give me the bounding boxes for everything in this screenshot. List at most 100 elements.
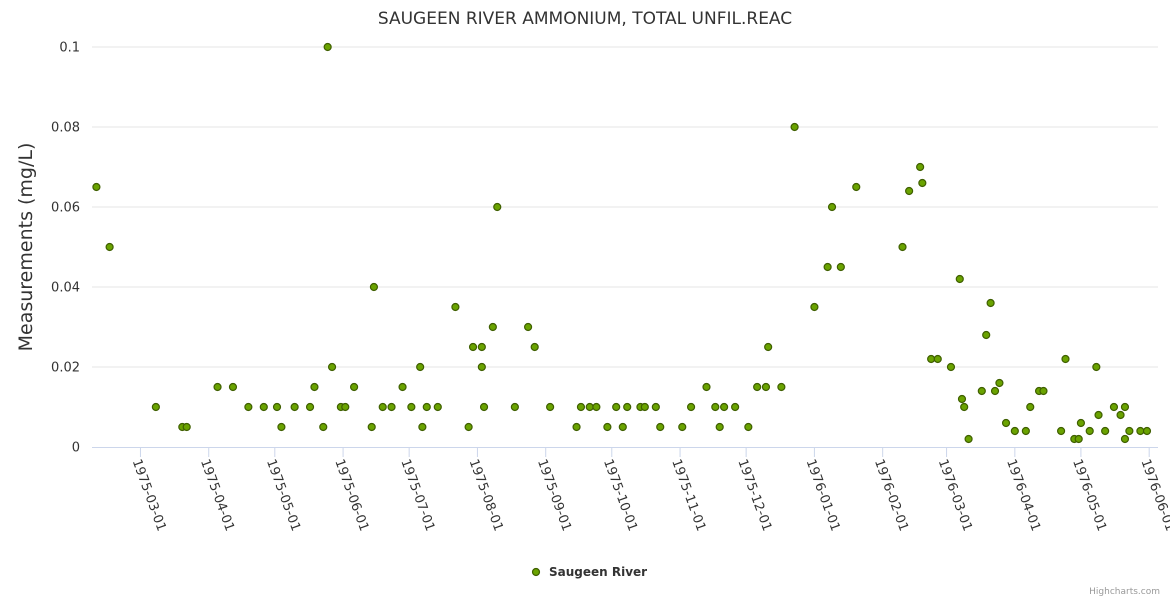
data-point bbox=[228, 382, 238, 392]
data-point bbox=[341, 402, 350, 412]
data-point bbox=[927, 354, 936, 364]
data-point bbox=[720, 402, 729, 412]
data-point bbox=[1076, 418, 1086, 428]
data-point bbox=[982, 330, 991, 340]
x-tick-label: 1975-10-01 bbox=[600, 457, 640, 533]
x-tick-label: 1976-04-01 bbox=[1003, 457, 1043, 533]
data-point bbox=[378, 402, 387, 412]
chart-title: SAUGEEN RIVER AMMONIUM, TOTAL UNFIL.REAC bbox=[378, 9, 792, 29]
data-point bbox=[151, 402, 160, 412]
data-point bbox=[523, 322, 533, 332]
data-point bbox=[744, 422, 753, 432]
y-tick-label: 0.08 bbox=[51, 121, 80, 136]
x-tick-label: 1976-01-01 bbox=[803, 457, 843, 533]
data-point bbox=[977, 386, 986, 396]
data-point bbox=[686, 402, 696, 412]
grid-lines bbox=[92, 46, 1158, 368]
data-point bbox=[623, 402, 632, 412]
x-tick-label: 1976-05-01 bbox=[1069, 457, 1109, 533]
data-point bbox=[105, 242, 114, 252]
data-point bbox=[319, 422, 328, 432]
data-point bbox=[715, 422, 724, 432]
data-point bbox=[1109, 402, 1119, 412]
data-point bbox=[1125, 426, 1134, 436]
data-point bbox=[477, 362, 486, 372]
data-point bbox=[418, 422, 427, 432]
data-point bbox=[398, 382, 407, 392]
data-point bbox=[640, 402, 649, 412]
data-point bbox=[213, 382, 222, 392]
data-point bbox=[488, 322, 497, 332]
x-tick-label: 1975-11-01 bbox=[668, 457, 708, 533]
data-point bbox=[493, 202, 502, 212]
data-point bbox=[259, 402, 268, 412]
data-point bbox=[244, 402, 253, 412]
data-point bbox=[477, 342, 486, 352]
data-point bbox=[827, 202, 837, 212]
legend-label[interactable]: Saugeen River bbox=[549, 565, 647, 579]
y-tick-label: 0.06 bbox=[51, 201, 80, 216]
data-point bbox=[702, 382, 711, 392]
data-point bbox=[1001, 418, 1011, 428]
data-point bbox=[572, 422, 581, 432]
x-tick-label: 1975-12-01 bbox=[734, 457, 774, 533]
data-point bbox=[990, 386, 1000, 396]
x-tick-label: 1975-09-01 bbox=[534, 457, 574, 533]
data-point bbox=[753, 382, 762, 392]
data-point bbox=[407, 402, 416, 412]
data-point bbox=[323, 42, 332, 52]
data-point bbox=[92, 182, 101, 192]
data-point bbox=[656, 422, 665, 432]
data-point bbox=[585, 402, 594, 412]
data-point bbox=[1010, 426, 1019, 436]
data-point bbox=[1061, 354, 1070, 364]
data-point bbox=[1101, 426, 1110, 436]
data-point bbox=[612, 402, 621, 412]
data-point bbox=[369, 282, 379, 292]
legend[interactable]: Saugeen River bbox=[531, 565, 648, 579]
y-tick-label: 0 bbox=[72, 441, 80, 456]
x-tick-label: 1975-07-01 bbox=[397, 457, 437, 533]
x-tick-label: 1976-02-01 bbox=[871, 457, 911, 533]
data-point bbox=[510, 402, 519, 412]
x-axis: 1975-03-01 1975-04-01 1975-05-01 1975-06-01… bbox=[92, 447, 1170, 533]
legend-marker bbox=[531, 567, 541, 577]
data-point bbox=[1056, 426, 1066, 436]
y-axis: 0 0.02 0.04 0.06 0.08 0.1 bbox=[51, 41, 80, 456]
data-point bbox=[367, 422, 376, 432]
data-point bbox=[651, 402, 660, 412]
data-point bbox=[349, 382, 359, 392]
data-point bbox=[546, 402, 555, 412]
data-point bbox=[416, 362, 425, 372]
data-point bbox=[422, 402, 431, 412]
data-point bbox=[290, 402, 299, 412]
data-point bbox=[433, 402, 442, 412]
data-point bbox=[960, 402, 969, 412]
data-point bbox=[603, 422, 612, 432]
data-point bbox=[468, 342, 478, 352]
data-point bbox=[464, 422, 473, 432]
data-point bbox=[810, 302, 819, 312]
data-point bbox=[387, 402, 396, 412]
x-tick-label: 1976-03-01 bbox=[935, 457, 975, 533]
y-tick-label: 0.02 bbox=[51, 361, 80, 376]
data-point bbox=[955, 274, 964, 284]
data-point bbox=[272, 402, 282, 412]
x-tick-label: 1975-04-01 bbox=[197, 457, 237, 533]
data-point bbox=[1116, 410, 1125, 420]
data-point bbox=[916, 162, 925, 172]
x-tick-label: 1975-06-01 bbox=[331, 457, 371, 533]
data-points bbox=[92, 42, 1152, 444]
data-point bbox=[479, 402, 489, 412]
data-point bbox=[852, 182, 861, 192]
data-point bbox=[933, 354, 942, 364]
credits-link[interactable]: Highcharts.com bbox=[1089, 587, 1160, 597]
data-point bbox=[764, 342, 773, 352]
data-point bbox=[1039, 386, 1048, 396]
data-point bbox=[305, 402, 315, 412]
data-point bbox=[761, 382, 771, 392]
data-point bbox=[711, 402, 720, 412]
data-point bbox=[1074, 434, 1083, 444]
data-point bbox=[777, 382, 786, 392]
data-point bbox=[823, 262, 832, 272]
